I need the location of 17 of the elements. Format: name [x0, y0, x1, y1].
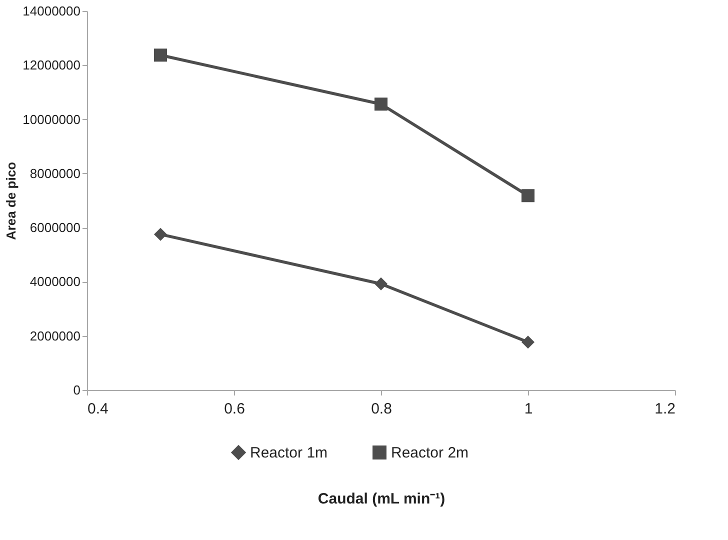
- x-tick-label: 1.2: [654, 400, 676, 418]
- y-tick-label: 10000000: [22, 112, 80, 127]
- y-tick-label: 4000000: [30, 274, 80, 290]
- y-tick-label: 12000000: [22, 58, 80, 73]
- y-tick-label: 14000000: [22, 4, 80, 18]
- legend-label: Reactor 2m: [391, 444, 469, 462]
- x-tick-label: 0.4: [88, 400, 108, 418]
- legend-label: Reactor 1m: [250, 444, 328, 462]
- x-tick-label: 0.8: [371, 400, 392, 418]
- y-tick-label: 8000000: [30, 166, 80, 181]
- y-tick-label: 0: [73, 382, 80, 398]
- y-tick-label: 6000000: [30, 220, 80, 236]
- y-tick-label: 2000000: [30, 328, 80, 344]
- x-axis-title: Caudal (mL min⁻¹): [318, 490, 446, 508]
- y-axis-title: Area de pico: [4, 162, 19, 240]
- x-tick-label: 0.6: [224, 400, 245, 418]
- x-tick-label: 1: [524, 400, 533, 418]
